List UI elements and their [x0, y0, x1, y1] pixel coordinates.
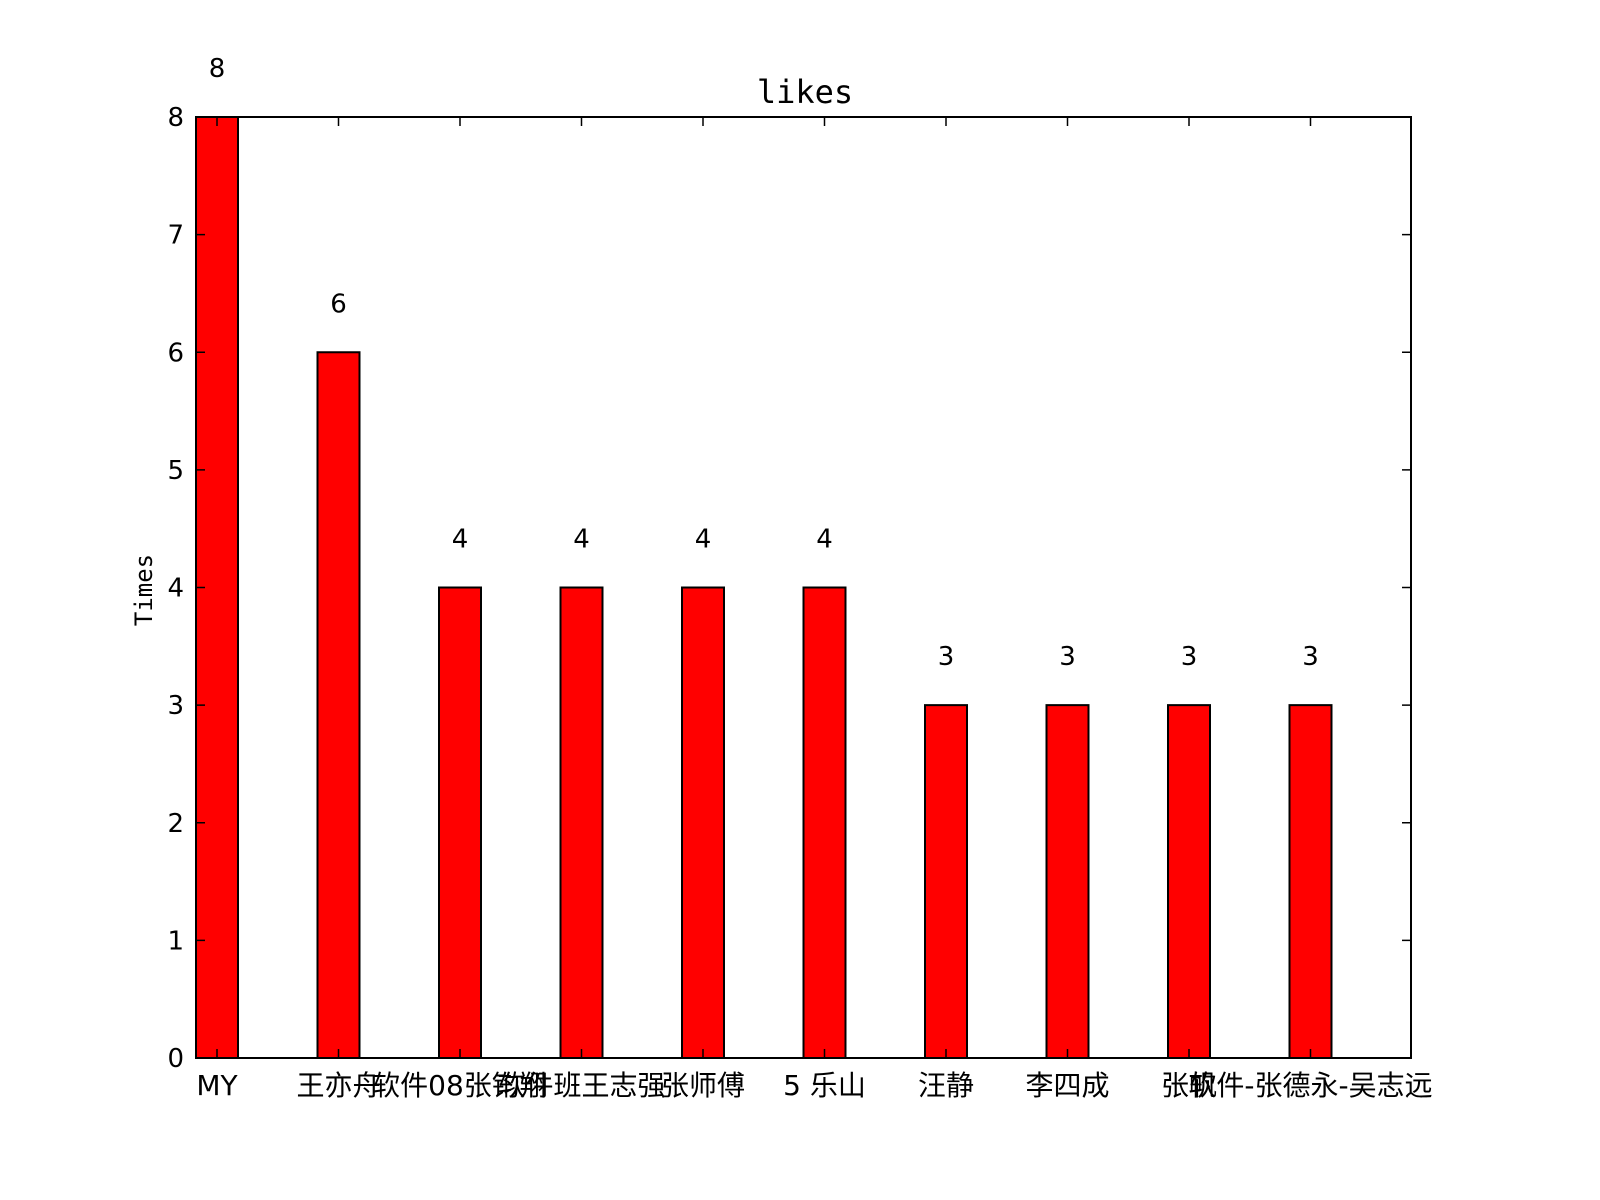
bar-value-label: 3 — [1302, 642, 1319, 672]
bar — [438, 586, 482, 1059]
value-labels-group: 8 6 4 4 4 4 3 3 3 3 — [209, 54, 1319, 672]
bar-value-label: 3 — [938, 642, 955, 672]
y-axis-label: Times — [130, 554, 158, 626]
bar — [559, 586, 604, 1059]
y-tick-label: 6 — [167, 338, 184, 368]
bar — [681, 586, 725, 1059]
x-category-label: 软件08张钧翔 — [372, 1069, 548, 1102]
x-category-label: 张帆 — [1161, 1069, 1217, 1102]
x-category-label: 张师傅 — [661, 1069, 745, 1102]
bar — [316, 351, 361, 1059]
y-tick-label: 2 — [167, 809, 184, 839]
bar-value-label: 4 — [695, 525, 712, 555]
bar-value-label: 4 — [452, 525, 469, 555]
x-category-label: 李四成 — [1025, 1069, 1109, 1102]
bar — [802, 586, 847, 1059]
ticks-group: 0 1 2 3 4 5 6 7 8 — [167, 103, 1411, 1074]
bar — [1167, 704, 1211, 1059]
y-tick-label: 8 — [167, 103, 184, 133]
bar-value-label: 4 — [573, 525, 590, 555]
y-tick-label: 7 — [167, 221, 184, 251]
bar-value-label: 3 — [1059, 642, 1076, 672]
x-category-label: 5 乐山 — [783, 1069, 866, 1102]
bar — [924, 704, 968, 1059]
y-tick-label: 5 — [167, 456, 184, 486]
x-category-label: 软件班王志强 — [497, 1069, 665, 1102]
x-category-label: MY — [196, 1069, 238, 1102]
x-category-label: 软件-张德永-吴志远 — [1188, 1069, 1432, 1102]
bars-group — [195, 116, 1333, 1059]
y-tick-label: 4 — [167, 574, 184, 604]
chart-title: likes — [757, 73, 853, 111]
bar — [1045, 704, 1090, 1059]
bar-value-label: 6 — [330, 289, 347, 319]
bar-value-label: 4 — [816, 525, 833, 555]
bar-value-label: 3 — [1181, 642, 1198, 672]
bar-value-label: 8 — [209, 54, 226, 84]
bar — [1288, 704, 1333, 1059]
y-tick-label: 1 — [167, 926, 184, 956]
x-category-label: 王亦舟 — [296, 1069, 380, 1102]
plot-frame — [195, 116, 1412, 1059]
y-tick-label: 0 — [167, 1044, 184, 1074]
x-category-label: 汪静 — [918, 1069, 974, 1102]
y-tick-label: 3 — [167, 691, 184, 721]
